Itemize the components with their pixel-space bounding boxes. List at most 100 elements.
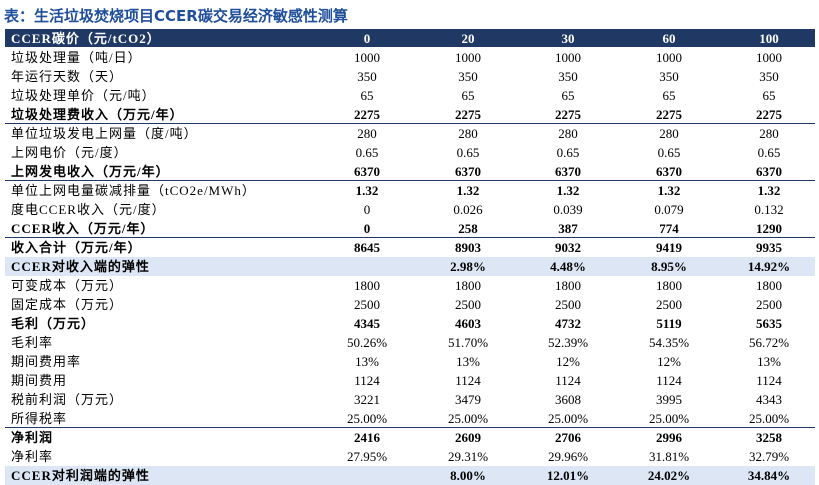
cell-value: 350 xyxy=(558,69,578,84)
cell-value: 100 xyxy=(759,31,779,46)
cell-value: 1800 xyxy=(555,278,581,293)
table-row: 期间费用率 13% 13% 12% 12% 13% xyxy=(5,352,815,371)
cell-value: 280 xyxy=(659,126,679,141)
cell-value: 60 xyxy=(662,31,676,46)
cell-value: 9419 xyxy=(656,240,682,255)
cell-value: 0.65 xyxy=(657,145,681,160)
cell-value: 1.32 xyxy=(556,183,580,198)
cell-value: 4.48% xyxy=(550,259,586,274)
cell-value: 13% xyxy=(757,354,781,369)
cell-value: 4345 xyxy=(354,316,380,331)
cell-value: 280 xyxy=(458,126,478,141)
cell-value: 8903 xyxy=(455,240,481,255)
table-row: 上网电价（元/度） 0.65 0.65 0.65 0.65 0.65 xyxy=(5,143,815,162)
cell-value: 1800 xyxy=(354,278,380,293)
row-label: 净利率 xyxy=(11,449,54,464)
cell-value: 0.65 xyxy=(757,145,781,160)
cell-value: 8.95% xyxy=(651,259,687,274)
row-label: 税前利润（万元） xyxy=(11,392,124,407)
row-label: 毛利（万元） xyxy=(11,316,96,331)
cell-value: 0.65 xyxy=(355,145,379,160)
cell-value: 6370 xyxy=(354,164,380,179)
cell-value: 1000 xyxy=(555,50,581,65)
table-row: 单位垃圾发电上网量（度/吨） 280 280 280 280 280 xyxy=(5,124,815,143)
row-label: 可变成本（万元） xyxy=(11,278,124,293)
cell-value: 0.65 xyxy=(456,145,480,160)
table-row: 净利润 2416 2609 2706 2996 3258 xyxy=(5,428,815,447)
cell-value: 25.00% xyxy=(447,411,489,426)
cell-value: 6370 xyxy=(756,164,782,179)
cell-value: 6370 xyxy=(656,164,682,179)
cell-value: 350 xyxy=(759,69,779,84)
table-row: CCER收入（万元/年） 0 258 387 774 1290 xyxy=(5,219,815,238)
row-label: CCER碳价（元/tCO2） xyxy=(11,31,161,46)
cell-value: 2500 xyxy=(555,297,581,312)
row-label: 垃圾处理单价（元/吨） xyxy=(11,88,156,103)
cell-value: 0 xyxy=(363,221,371,236)
cell-value: 2416 xyxy=(354,430,380,445)
cell-value: 52.39% xyxy=(547,335,589,350)
cell-value: 0 xyxy=(363,202,371,217)
cell-value: 3258 xyxy=(756,430,782,445)
row-label: 单位上网电量碳减排量（tCO2e/MWh） xyxy=(11,183,256,198)
cell-value: 1124 xyxy=(656,373,682,388)
cell-value: 774 xyxy=(659,221,679,236)
cell-value: 9935 xyxy=(756,240,782,255)
cell-value: 12% xyxy=(556,354,580,369)
cell-value: 6370 xyxy=(555,164,581,179)
row-label: CCER收入（万元/年） xyxy=(11,221,155,236)
cell-value: 5119 xyxy=(656,316,682,331)
cell-value: 31.81% xyxy=(648,449,690,464)
cell-value: 1124 xyxy=(354,373,380,388)
cell-value: 1124 xyxy=(756,373,782,388)
cell-value: 1800 xyxy=(656,278,682,293)
cell-value: 0.026 xyxy=(453,202,483,217)
cell-value: 258 xyxy=(458,221,478,236)
row-label: 收入合计（万元/年） xyxy=(11,240,142,255)
cell-value: 51.70% xyxy=(447,335,489,350)
cell-value: 6370 xyxy=(455,164,481,179)
cell-value: 27.95% xyxy=(346,449,388,464)
table-row: 税前利润（万元） 3221 3479 3608 3995 4343 xyxy=(5,390,815,409)
table-row: CCER对收入端的弹性 2.98% 4.48% 8.95% 14.92% xyxy=(5,257,815,276)
table-row: 年运行天数（天） 350 350 350 350 350 xyxy=(5,67,815,86)
cell-value: 2275 xyxy=(455,107,481,122)
table-row: 所得税率 25.00% 25.00% 25.00% 25.00% 25.00% xyxy=(5,409,815,428)
cell-value: 2500 xyxy=(656,297,682,312)
cell-value: 2275 xyxy=(354,107,380,122)
cell-value: 2500 xyxy=(455,297,481,312)
header-row: CCER碳价（元/tCO2） 0 20 30 60 100 xyxy=(5,29,815,47)
cell-value: 29.96% xyxy=(547,449,589,464)
cell-value: 2500 xyxy=(354,297,380,312)
table-row: 净利率 27.95% 29.31% 29.96% 31.81% 32.79% xyxy=(5,447,815,466)
cell-value: 1124 xyxy=(455,373,481,388)
cell-value: 65 xyxy=(662,88,676,103)
cell-value: 9032 xyxy=(555,240,581,255)
cell-value: 350 xyxy=(357,69,377,84)
cell-value: 4732 xyxy=(555,316,581,331)
cell-value: 1.32 xyxy=(456,183,480,198)
cell-value: 0 xyxy=(363,31,371,46)
cell-value: 2609 xyxy=(455,430,481,445)
cell-value: 0.079 xyxy=(654,202,684,217)
table-row: 度电CCER收入（元/度） 0 0.026 0.039 0.079 0.132 xyxy=(5,200,815,219)
cell-value: 350 xyxy=(458,69,478,84)
cell-value: 29.31% xyxy=(447,449,489,464)
table-row: 单位上网电量碳减排量（tCO2e/MWh） 1.32 1.32 1.32 1.32 1.3… xyxy=(5,181,815,200)
cell-value: 25.00% xyxy=(648,411,690,426)
cell-value: 1000 xyxy=(354,50,380,65)
row-label: 净利润 xyxy=(11,430,54,445)
row-label: 单位垃圾发电上网量（度/吨） xyxy=(11,126,198,141)
cell-value: 1124 xyxy=(555,373,581,388)
cell-value: 5635 xyxy=(756,316,782,331)
table-row: 可变成本（万元） 1800 1800 1800 1800 1800 xyxy=(5,276,815,295)
cell-value: 54.35% xyxy=(648,335,690,350)
cell-value: 4343 xyxy=(756,392,782,407)
cell-value: 2996 xyxy=(656,430,682,445)
table-row: 上网发电收入（万元/年） 6370 6370 6370 6370 6370 xyxy=(5,162,815,181)
cell-value: 1800 xyxy=(756,278,782,293)
cell-value: 4603 xyxy=(455,316,481,331)
cell-value: 2275 xyxy=(656,107,682,122)
table-row: 毛利率 50.26% 51.70% 52.39% 54.35% 56.72% xyxy=(5,333,815,352)
